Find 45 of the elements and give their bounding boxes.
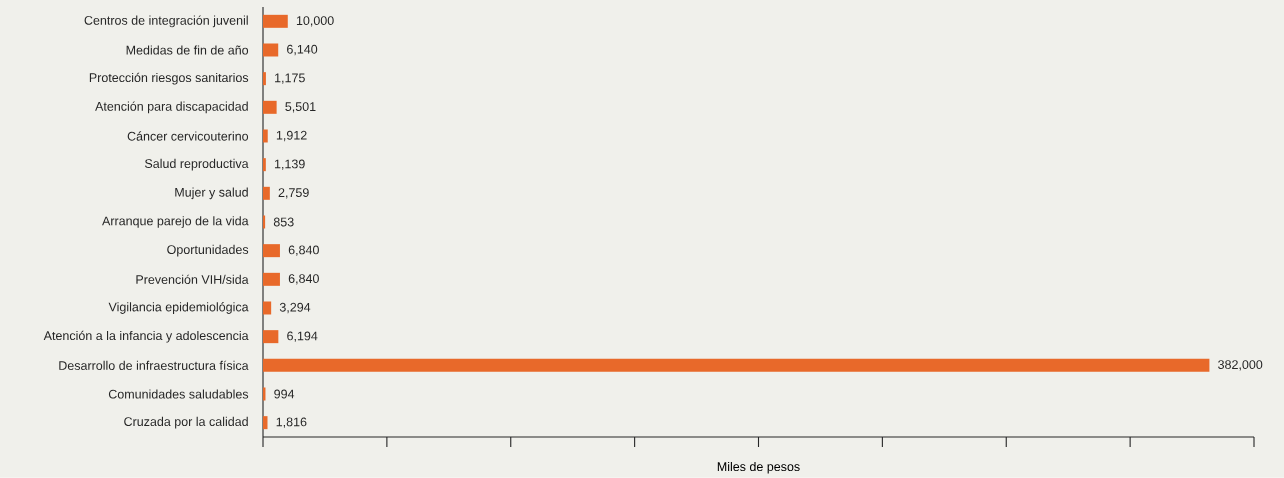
bar — [263, 158, 266, 172]
y-tick-label: Prevención VIH/sida — [136, 274, 249, 285]
y-tick-label: Centros de integración juvenil — [84, 15, 248, 28]
bar — [263, 416, 268, 430]
y-tick-label: Comunidades saludables — [108, 389, 249, 399]
y-tick-label: Cáncer cervicouterino — [127, 131, 249, 141]
bar — [263, 43, 279, 57]
data-label: 6,140 — [287, 44, 318, 56]
y-tick-label: Protección riesgos sanitarios — [89, 72, 249, 85]
data-label: 1,175 — [275, 73, 305, 84]
y-tick-label: Arranque parejo de la vida — [102, 216, 249, 228]
y-tick-label: Medidas de fin de año — [126, 45, 249, 55]
data-label: 1,912 — [276, 130, 307, 142]
bar — [263, 186, 270, 200]
bar — [263, 301, 272, 315]
y-tick-label: Vigilancia epidemiológica — [108, 302, 249, 315]
data-label: 6,840 — [288, 245, 319, 256]
data-label: 1,139 — [274, 159, 305, 170]
bar — [263, 14, 288, 28]
y-tick-label: Mujer y salud — [175, 187, 248, 200]
x-axis-title: Miles de pesos — [717, 462, 800, 474]
data-label: 6,194 — [287, 331, 318, 342]
bar — [263, 358, 1210, 372]
y-tick-label: Atención a la infancia y adolescencia — [43, 330, 249, 343]
y-tick-label: Salud reproductiva — [144, 158, 249, 171]
bar — [263, 272, 280, 286]
data-label: 3,294 — [279, 302, 311, 314]
data-label: 382,000 — [1218, 360, 1263, 371]
data-label: 1,816 — [276, 417, 307, 428]
y-tick-label: Atención para discapacidad — [95, 101, 248, 114]
bar — [263, 129, 268, 143]
bar — [263, 215, 266, 229]
bar — [263, 72, 266, 86]
bar — [263, 330, 279, 344]
data-label: 5,501 — [285, 102, 316, 113]
data-label: 10,000 — [296, 16, 334, 27]
y-tick-label: Desarrollo de infraestructura física — [59, 360, 249, 371]
y-tick-label: Oportunidades — [167, 244, 249, 257]
data-label: 2,759 — [278, 188, 309, 199]
y-tick-label: Cruzada por la calidad — [124, 416, 248, 429]
data-label: 6,840 — [288, 274, 319, 285]
data-label: 853 — [273, 217, 294, 227]
bar — [263, 244, 280, 258]
bar — [263, 100, 277, 114]
data-label: 994 — [274, 389, 295, 399]
